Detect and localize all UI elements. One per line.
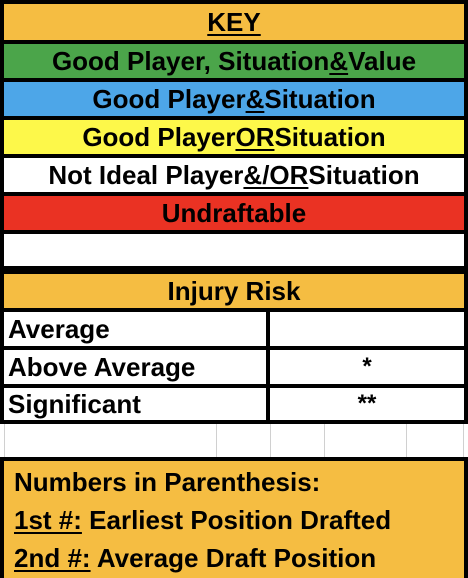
injury-label: Above Average [4, 350, 270, 384]
numbers-note-first: 1st #: Earliest Position Drafted [14, 505, 392, 535]
injury-mark [270, 312, 464, 346]
empty-grid-row [0, 424, 468, 457]
injury-mark: * [362, 353, 372, 380]
injury-row-above-average: Above Average * [0, 350, 468, 384]
injury-row-average: Average [0, 312, 468, 346]
key-row-good-player-or-situation: Good Player OR Situation [0, 120, 468, 154]
injury-label: Average [4, 312, 270, 346]
spacer-row [0, 234, 468, 266]
key-title: KEY [0, 4, 468, 40]
injury-risk-title: Injury Risk [0, 274, 468, 308]
key-row-not-ideal-player: Not Ideal Player &/OR Situation [0, 158, 468, 192]
numbers-note-heading: Numbers in Parenthesis: [14, 467, 321, 497]
key-row-good-player-situation-value: Good Player, Situation & Value [0, 44, 468, 78]
injury-label: Significant [4, 388, 270, 420]
numbers-note-second: 2nd #: Average Draft Position [14, 543, 377, 573]
numbers-note: Numbers in Parenthesis: 1st #: Earliest … [0, 461, 468, 578]
injury-row-significant: Significant ** [0, 388, 468, 420]
key-title-text: KEY [207, 6, 261, 37]
injury-mark: ** [357, 390, 377, 417]
key-row-good-player-situation: Good Player & Situation [0, 82, 468, 116]
key-row-undraftable: Undraftable [0, 196, 468, 230]
